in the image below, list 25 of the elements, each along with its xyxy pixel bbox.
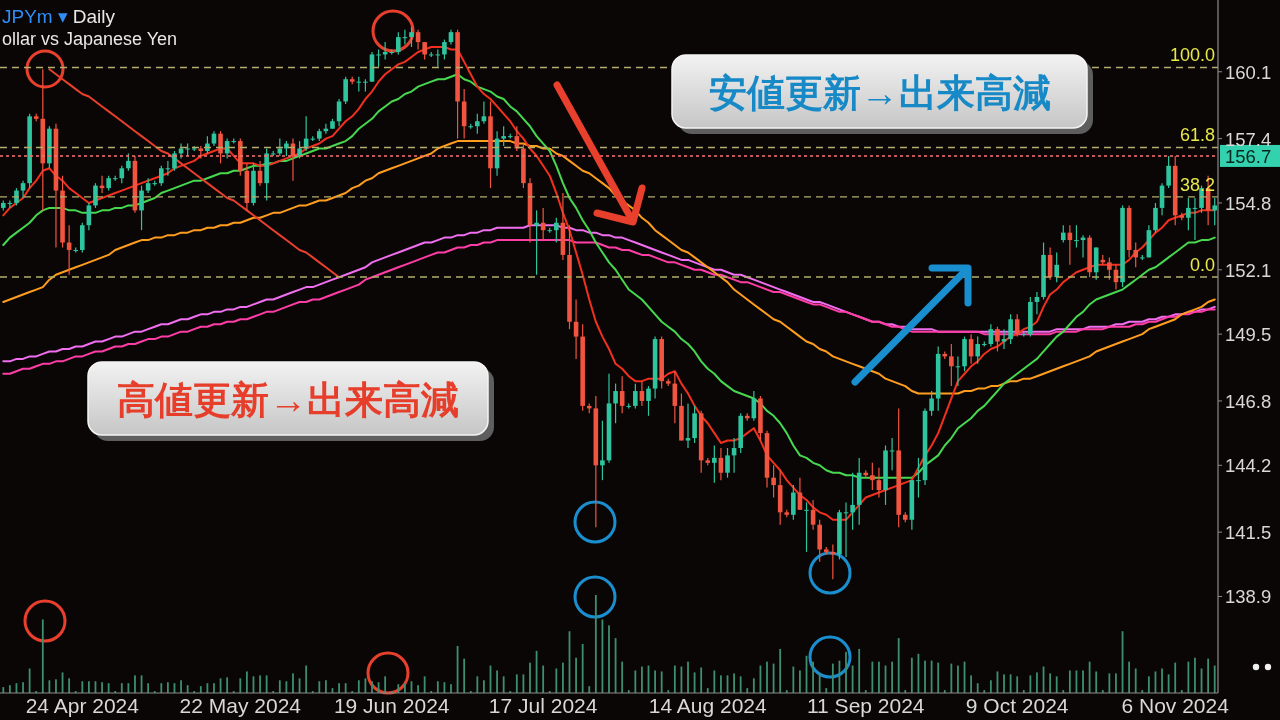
y-tick-label: 146.8 [1225,390,1272,412]
ref-line-label: 0.0 [1189,254,1215,275]
y-tick-label: 160.1 [1225,61,1272,83]
annotation: 安値更新→出来高減 [671,54,1093,134]
x-tick-label: 19 Jun 2024 [333,694,450,717]
y-tick-label: 152.1 [1225,259,1272,281]
ref-line-label: 61.8 [1179,125,1215,146]
y-tick-label: 141.5 [1225,522,1272,544]
y-tick-label: 154.8 [1225,192,1272,214]
y-tick-label: 149.5 [1225,324,1272,346]
annotation: 高値更新→出来高減 [87,361,494,441]
x-tick-label: 17 Jul 2024 [488,694,598,717]
annotation: 安値更新→出来高減 [708,71,1051,114]
x-tick-label: 22 May 2024 [179,694,302,717]
y-tick-label: 138.9 [1225,586,1272,608]
x-tick-label: 6 Nov 2024 [1121,694,1230,717]
x-tick-label: 11 Sep 2024 [806,694,925,717]
y-tick-label: 144.2 [1225,455,1272,477]
x-tick-label: 24 Apr 2024 [25,694,140,717]
x-tick-label: 14 Aug 2024 [648,694,768,717]
text: ollar vs Japanese Yen [2,29,178,49]
x-tick-label: 9 Oct 2024 [965,694,1069,717]
annotation: 高値更新→出来高減 [117,378,459,421]
chart-title: JPYm ▾ Daily [2,6,116,27]
ref-line-label: 100.0 [1169,45,1215,66]
